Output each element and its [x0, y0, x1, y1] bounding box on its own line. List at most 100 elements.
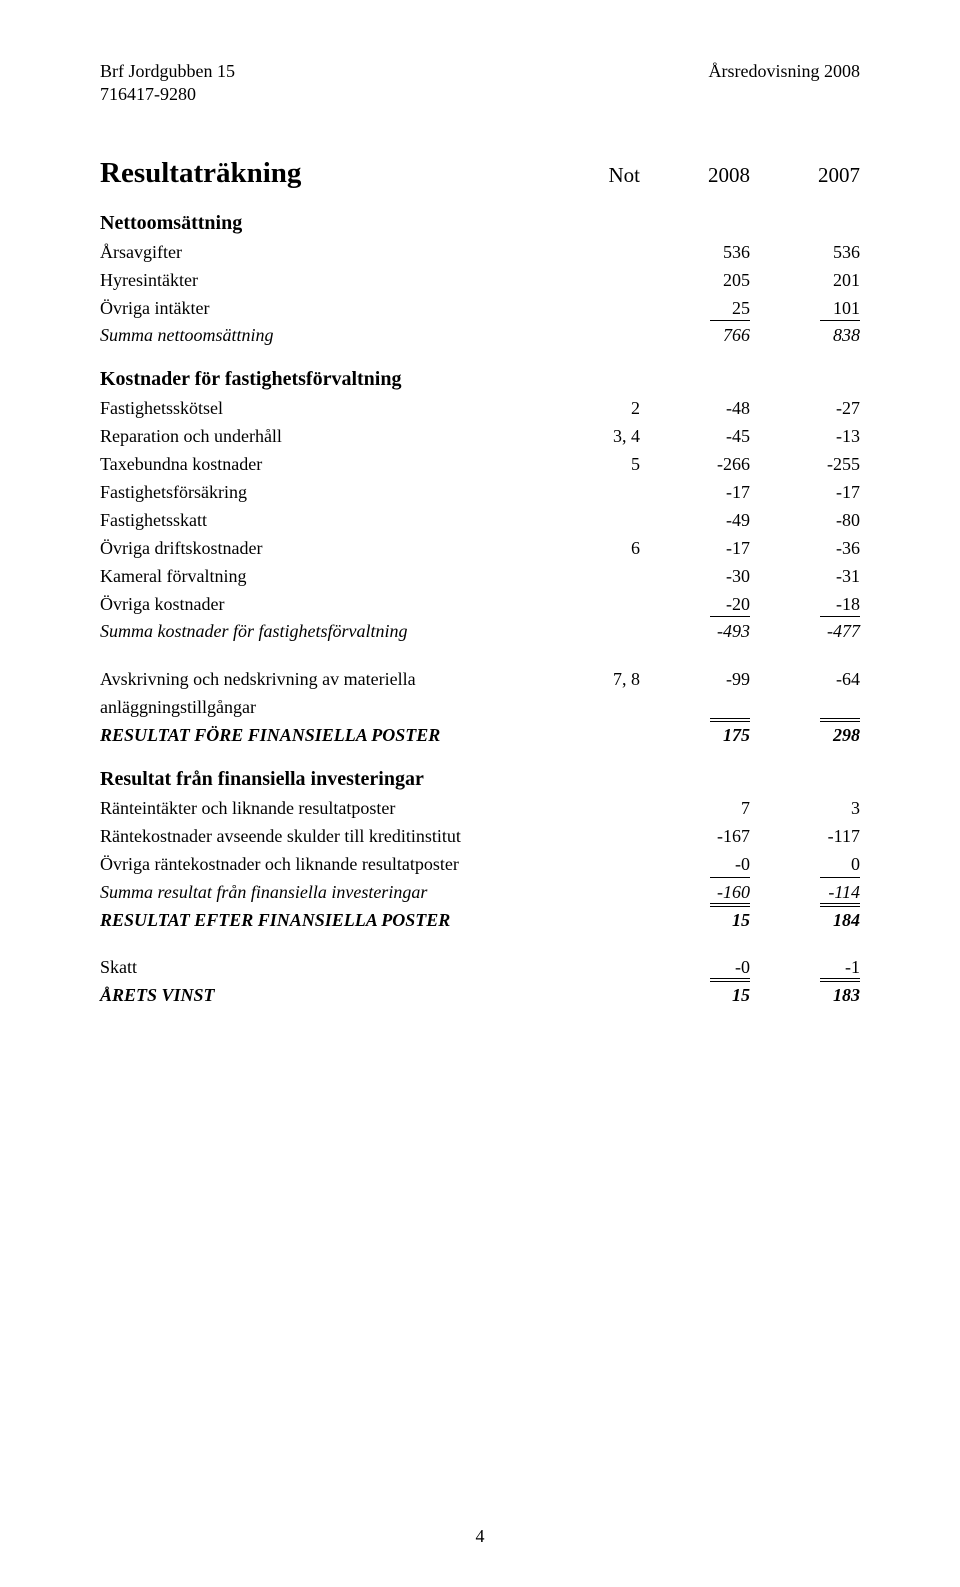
label: Övriga driftskostnader [100, 535, 550, 563]
label: Fastighetsförsäkring [100, 479, 550, 507]
cell-b: 838 [750, 322, 860, 350]
header-left: Brf Jordgubben 15 716417-9280 [100, 60, 235, 107]
cell-a: 7 [640, 795, 750, 823]
cell-b: -18 [750, 591, 860, 619]
label: Fastighetsskötsel [100, 395, 550, 423]
doc-title: Årsredovisning 2008 [709, 60, 861, 83]
cell-b: -36 [750, 535, 860, 563]
cell-a: 15 [640, 907, 750, 935]
cell-not: 7, 8 [550, 666, 640, 694]
section-heading-kostnader: Kostnader för fastighetsförvaltning [100, 368, 860, 391]
cell-b: -255 [750, 451, 860, 479]
row-ovriga-intakter: Övriga intäkter 25 101 [100, 295, 860, 323]
title-row: Resultaträkning Not 2008 2007 [100, 157, 860, 190]
cell-a: -99 [640, 666, 750, 694]
cell-a: -30 [640, 563, 750, 591]
cell-b: 184 [750, 907, 860, 935]
cell-b: 536 [750, 239, 860, 267]
label: Årsavgifter [100, 239, 550, 267]
cell-a: 15 [640, 982, 750, 1010]
cell-b: -27 [750, 395, 860, 423]
label: RESULTAT FÖRE FINANSIELLA POSTER [100, 722, 550, 750]
cell-a: -167 [640, 823, 750, 851]
label: Ränteintäkter och liknande resultatposte… [100, 795, 550, 823]
row-reparation: Reparation och underhåll 3, 4 -45 -13 [100, 423, 860, 451]
col-header-y1: 2008 [640, 163, 750, 188]
label: Kameral förvaltning [100, 563, 550, 591]
cell-a: -20 [640, 591, 750, 619]
cell-a: -17 [640, 535, 750, 563]
cell-a: -48 [640, 395, 750, 423]
row-summa-kost: Summa kostnader för fastighetsförvaltnin… [100, 618, 860, 646]
row-kameral: Kameral förvaltning -30 -31 [100, 563, 860, 591]
label: Övriga kostnader [100, 591, 550, 619]
label: Taxebundna kostnader [100, 451, 550, 479]
page-title: Resultaträkning [100, 157, 550, 190]
cell-b: -477 [750, 618, 860, 646]
label: Övriga räntekostnader och liknande resul… [100, 851, 550, 879]
cell-a: -49 [640, 507, 750, 535]
cell-b: -13 [750, 423, 860, 451]
cell-b: 201 [750, 267, 860, 295]
label: ÅRETS VINST [100, 982, 550, 1010]
cell-b: 0 [750, 851, 860, 879]
col-header-not: Not [550, 163, 640, 188]
label: Summa resultat från finansiella invester… [100, 879, 550, 907]
row-drift: Övriga driftskostnader 6 -17 -36 [100, 535, 860, 563]
row-resultat-fore: RESULTAT FÖRE FINANSIELLA POSTER 175 298 [100, 722, 860, 750]
label: Summa kostnader för fastighetsförvaltnin… [100, 618, 550, 646]
row-arsavgifter: Årsavgifter 536 536 [100, 239, 860, 267]
row-fastighetsskotsel: Fastighetsskötsel 2 -48 -27 [100, 395, 860, 423]
section-heading-netto: Nettoomsättning [100, 212, 860, 235]
cell-b: 101 [750, 295, 860, 323]
page-number: 4 [0, 1526, 960, 1547]
label: RESULTAT EFTER FINANSIELLA POSTER [100, 907, 550, 935]
header-right: Årsredovisning 2008 [709, 60, 861, 107]
cell-a: 766 [640, 322, 750, 350]
row-avskrivning: Avskrivning och nedskrivning av materiel… [100, 666, 860, 722]
label: Övriga intäkter [100, 295, 550, 323]
cell-not: 5 [550, 451, 640, 479]
cell-a: 25 [640, 295, 750, 323]
row-hyresintakter: Hyresintäkter 205 201 [100, 267, 860, 295]
label: Skatt [100, 954, 550, 982]
cell-a: -266 [640, 451, 750, 479]
cell-b: -80 [750, 507, 860, 535]
row-rantekostnader: Räntekostnader avseende skulder till kre… [100, 823, 860, 851]
cell-b: -17 [750, 479, 860, 507]
cell-a: 536 [640, 239, 750, 267]
org-number: 716417-9280 [100, 83, 235, 106]
cell-a: -45 [640, 423, 750, 451]
cell-a: -17 [640, 479, 750, 507]
cell-a: 175 [640, 722, 750, 750]
cell-a: -0 [640, 851, 750, 879]
cell-a: -493 [640, 618, 750, 646]
cell-b: -117 [750, 823, 860, 851]
row-forsakring: Fastighetsförsäkring -17 -17 [100, 479, 860, 507]
cell-a: 205 [640, 267, 750, 295]
label: Fastighetsskatt [100, 507, 550, 535]
col-header-y2: 2007 [750, 163, 860, 188]
page: Brf Jordgubben 15 716417-9280 Årsredovis… [0, 0, 960, 1587]
org-name: Brf Jordgubben 15 [100, 60, 235, 83]
row-ovriga-kostnader: Övriga kostnader -20 -18 [100, 591, 860, 619]
cell-not: 6 [550, 535, 640, 563]
label: Avskrivning och nedskrivning av materiel… [100, 666, 550, 722]
label: Reparation och underhåll [100, 423, 550, 451]
label: Räntekostnader avseende skulder till kre… [100, 823, 550, 851]
cell-b: -31 [750, 563, 860, 591]
section-heading-fin: Resultat från finansiella investeringar [100, 768, 860, 791]
cell-b: 298 [750, 722, 860, 750]
label: Summa nettoomsättning [100, 322, 550, 350]
cell-b: 183 [750, 982, 860, 1010]
row-arets-vinst: ÅRETS VINST 15 183 [100, 982, 860, 1010]
page-header: Brf Jordgubben 15 716417-9280 Årsredovis… [100, 60, 860, 107]
row-ranteintakter: Ränteintäkter och liknande resultatposte… [100, 795, 860, 823]
cell-b: -64 [750, 666, 860, 694]
cell-b: 3 [750, 795, 860, 823]
row-fastighetsskatt: Fastighetsskatt -49 -80 [100, 507, 860, 535]
row-summa-netto: Summa nettoomsättning 766 838 [100, 322, 860, 350]
cell-not: 2 [550, 395, 640, 423]
row-resultat-efter: RESULTAT EFTER FINANSIELLA POSTER 15 184 [100, 907, 860, 935]
row-ovriga-rante: Övriga räntekostnader och liknande resul… [100, 851, 860, 879]
